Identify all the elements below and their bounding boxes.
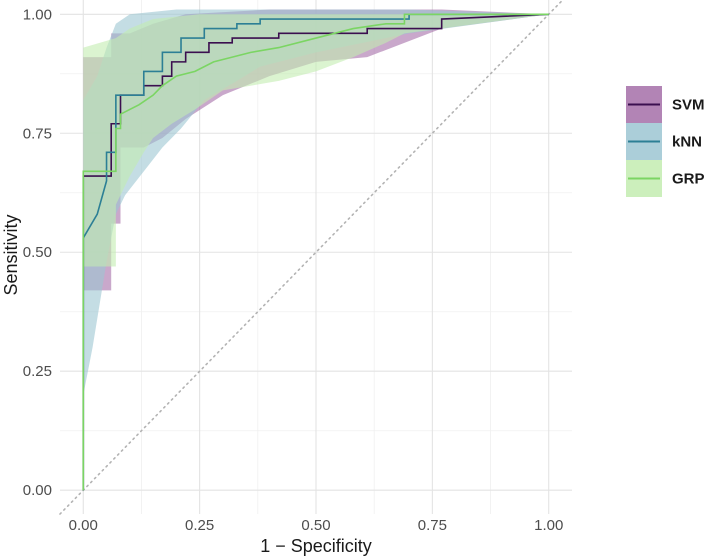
y-tick-label: 0.75 — [23, 125, 52, 142]
x-tick-label: 0.50 — [301, 517, 330, 534]
roc-curves — [82, 13, 549, 491]
legend-label-knn: kNN — [672, 134, 702, 151]
knn-roc-curve — [82, 13, 549, 491]
grp-roc-curve — [82, 13, 549, 491]
chance-diagonal-line — [59, 0, 564, 515]
legend: SVM kNN GRP — [626, 86, 705, 197]
y-tick-label: 1.00 — [23, 6, 52, 23]
x-axis-title: 1 − Specificity — [260, 536, 372, 556]
legend-label-svm: SVM — [672, 97, 705, 114]
x-tick-label: 1.00 — [534, 517, 563, 534]
y-tick-label: 0.00 — [23, 482, 52, 499]
x-tick-label: 0.25 — [185, 517, 214, 534]
confidence-bands — [83, 9, 549, 396]
legend-label-grp: GRP — [672, 171, 705, 188]
y-tick-label: 0.25 — [23, 363, 52, 380]
x-tick-label: 0.75 — [418, 517, 447, 534]
x-tick-label: 0.00 — [69, 517, 98, 534]
grp-confidence-band — [83, 14, 549, 267]
y-axis-title: Sensitivity — [1, 214, 21, 295]
y-axis-ticks: 0.00 0.25 0.50 0.75 1.00 — [23, 6, 52, 499]
y-tick-label: 0.50 — [23, 244, 52, 261]
x-axis-ticks: 0.00 0.25 0.50 0.75 1.00 — [69, 517, 564, 534]
